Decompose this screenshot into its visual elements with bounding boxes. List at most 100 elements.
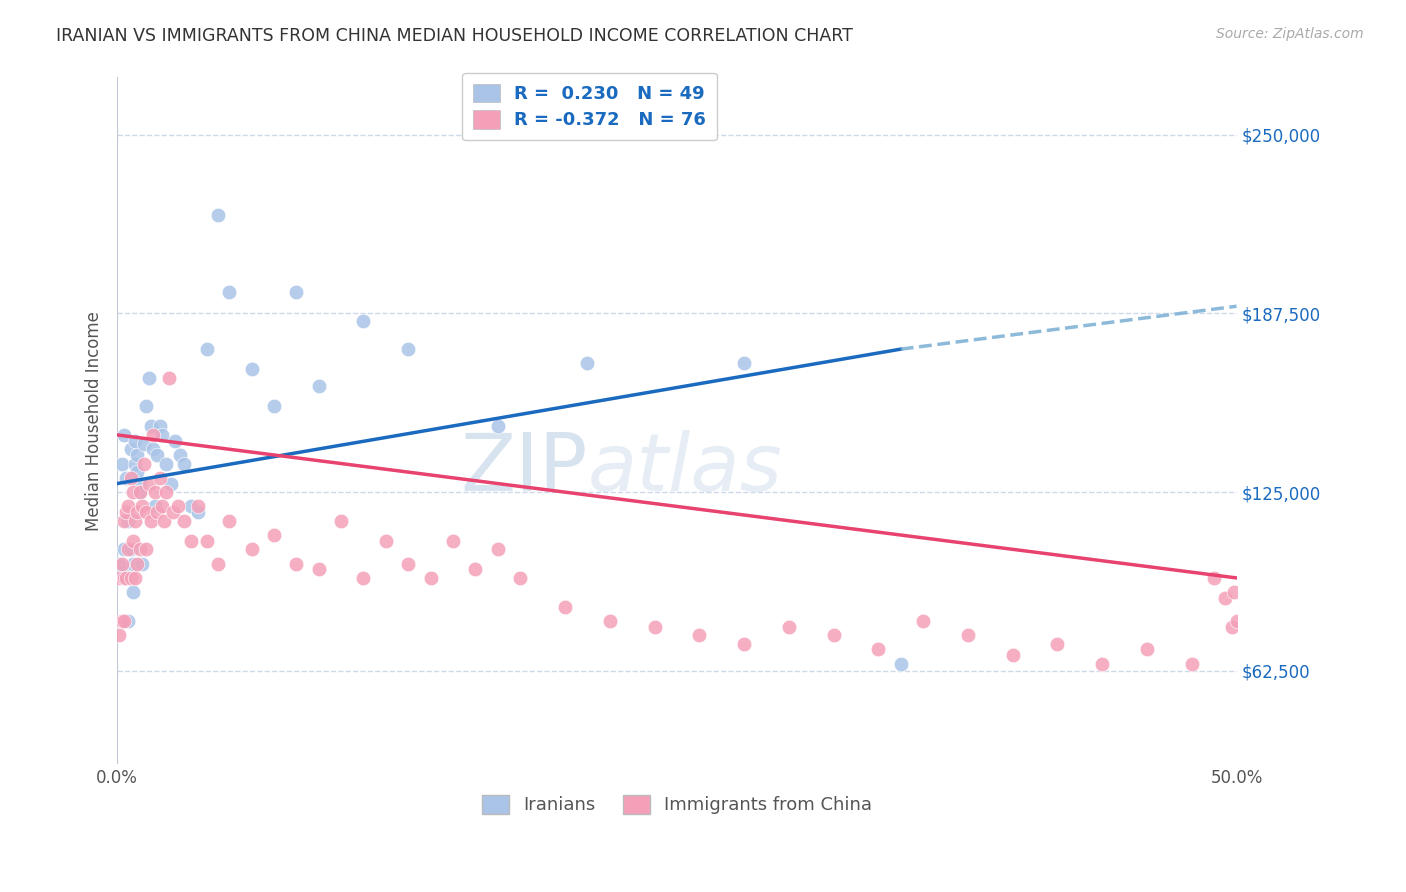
Point bbox=[308, 379, 330, 393]
Point bbox=[308, 562, 330, 576]
Point bbox=[121, 585, 143, 599]
Point bbox=[509, 571, 531, 585]
Point bbox=[117, 500, 139, 514]
Point bbox=[139, 419, 162, 434]
Text: atlas: atlas bbox=[588, 430, 782, 508]
Point bbox=[599, 614, 621, 628]
Point bbox=[124, 571, 146, 585]
Point bbox=[153, 514, 176, 528]
Point bbox=[1223, 585, 1246, 599]
Point bbox=[1001, 648, 1024, 662]
Point bbox=[1046, 637, 1069, 651]
Point bbox=[142, 442, 165, 457]
Point bbox=[890, 657, 912, 671]
Point bbox=[146, 505, 169, 519]
Point bbox=[166, 500, 188, 514]
Point bbox=[131, 557, 153, 571]
Point bbox=[124, 434, 146, 448]
Point bbox=[127, 465, 149, 479]
Point bbox=[733, 637, 755, 651]
Legend: Iranians, Immigrants from China: Iranians, Immigrants from China bbox=[472, 786, 882, 823]
Point bbox=[554, 599, 576, 614]
Point bbox=[396, 557, 419, 571]
Point bbox=[143, 485, 166, 500]
Point bbox=[464, 562, 486, 576]
Point bbox=[120, 471, 142, 485]
Point bbox=[353, 571, 375, 585]
Point bbox=[108, 628, 131, 642]
Point bbox=[120, 571, 142, 585]
Point bbox=[263, 400, 285, 414]
Point bbox=[374, 533, 396, 548]
Point bbox=[127, 448, 149, 462]
Point bbox=[778, 619, 800, 633]
Point bbox=[162, 505, 184, 519]
Point bbox=[131, 500, 153, 514]
Point bbox=[169, 448, 191, 462]
Point bbox=[195, 533, 218, 548]
Point bbox=[121, 485, 143, 500]
Point bbox=[149, 419, 172, 434]
Point bbox=[1136, 642, 1159, 657]
Point bbox=[135, 400, 157, 414]
Point bbox=[160, 476, 183, 491]
Point bbox=[187, 505, 209, 519]
Point bbox=[218, 514, 240, 528]
Point bbox=[576, 356, 599, 370]
Point bbox=[127, 505, 149, 519]
Point bbox=[115, 505, 138, 519]
Point bbox=[115, 471, 138, 485]
Point bbox=[823, 628, 845, 642]
Point bbox=[956, 628, 979, 642]
Point bbox=[240, 362, 263, 376]
Point bbox=[111, 614, 134, 628]
Point bbox=[117, 542, 139, 557]
Point bbox=[108, 557, 131, 571]
Text: Source: ZipAtlas.com: Source: ZipAtlas.com bbox=[1216, 27, 1364, 41]
Point bbox=[150, 428, 173, 442]
Point bbox=[121, 533, 143, 548]
Point bbox=[112, 542, 135, 557]
Point bbox=[263, 528, 285, 542]
Y-axis label: Median Household Income: Median Household Income bbox=[86, 310, 103, 531]
Point bbox=[127, 557, 149, 571]
Point bbox=[111, 557, 134, 571]
Point bbox=[128, 485, 150, 500]
Point bbox=[180, 533, 202, 548]
Point bbox=[150, 500, 173, 514]
Point bbox=[117, 514, 139, 528]
Point bbox=[644, 619, 666, 633]
Point bbox=[112, 614, 135, 628]
Point bbox=[1226, 614, 1249, 628]
Point bbox=[124, 514, 146, 528]
Point bbox=[146, 448, 169, 462]
Point bbox=[330, 514, 353, 528]
Point bbox=[115, 571, 138, 585]
Point bbox=[157, 370, 180, 384]
Point bbox=[128, 476, 150, 491]
Point bbox=[1091, 657, 1114, 671]
Point bbox=[912, 614, 935, 628]
Point bbox=[285, 557, 308, 571]
Point bbox=[1204, 571, 1226, 585]
Point bbox=[155, 485, 177, 500]
Point bbox=[165, 434, 187, 448]
Point bbox=[111, 457, 134, 471]
Point bbox=[195, 342, 218, 356]
Point bbox=[486, 542, 509, 557]
Point bbox=[285, 285, 308, 299]
Point bbox=[139, 514, 162, 528]
Point bbox=[396, 342, 419, 356]
Point bbox=[187, 500, 209, 514]
Point bbox=[143, 500, 166, 514]
Point bbox=[132, 436, 155, 450]
Point bbox=[121, 557, 143, 571]
Point bbox=[138, 476, 160, 491]
Point bbox=[207, 208, 229, 222]
Point bbox=[112, 514, 135, 528]
Point bbox=[868, 642, 890, 657]
Point bbox=[120, 542, 142, 557]
Point bbox=[1220, 619, 1243, 633]
Point bbox=[1181, 657, 1204, 671]
Point bbox=[441, 533, 464, 548]
